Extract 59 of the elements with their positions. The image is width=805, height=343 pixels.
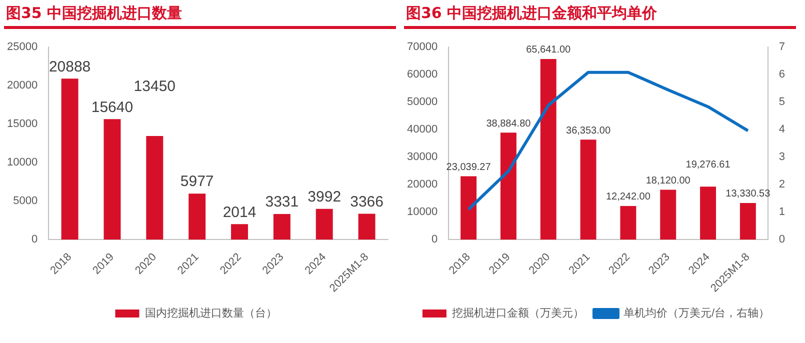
data-label: 20888	[48, 58, 91, 76]
bar	[273, 214, 290, 240]
data-label: 38,884.80	[486, 118, 532, 130]
data-label: 12,242.00	[606, 192, 651, 203]
data-label: 2014	[222, 204, 256, 221]
chart-title: 图35 中国挖掘机进口数量	[4, 2, 396, 29]
y-tick-label: 70000	[406, 41, 438, 54]
y-tick-label: 25000	[6, 41, 38, 54]
bar	[460, 176, 477, 240]
bar	[358, 214, 376, 240]
data-label: 5977	[180, 173, 214, 190]
y2-tick-label: 3	[778, 151, 786, 164]
y-tick-label: 50000	[406, 96, 438, 108]
y2-tick-label: 4	[778, 124, 786, 136]
bar	[316, 208, 333, 240]
bar	[740, 202, 756, 240]
y2-tick-label: 7	[778, 41, 786, 54]
bar	[540, 58, 556, 240]
y-tick-label: 10000	[406, 206, 438, 218]
bar	[700, 186, 716, 240]
data-label: 36,353.00	[566, 125, 611, 136]
y2-tick-label: 2	[778, 178, 786, 191]
y-tick-label: 10000	[6, 156, 38, 169]
bar	[231, 224, 248, 240]
legend-label: 挖掘机进口金额（万美元）	[452, 306, 584, 320]
y-tick-label: 0	[431, 234, 438, 246]
data-label: 19,276.61	[686, 160, 731, 171]
y-tick-label: 20000	[6, 80, 38, 92]
y2-tick-label: 1	[778, 206, 786, 218]
y-tick-label: 30000	[406, 151, 438, 164]
legend-label: 国内挖掘机进口数量（台）	[144, 306, 277, 320]
legend-label: 单机均价（万美元/台，右轴）	[623, 306, 770, 320]
bar	[146, 136, 164, 240]
chart-title: 图36 中国挖掘机进口金额和平均单价	[404, 2, 796, 29]
data-label: 3331	[265, 194, 299, 211]
bar	[580, 140, 596, 240]
data-label: 15640	[91, 98, 134, 116]
y-tick-label: 0	[31, 234, 38, 246]
bar	[620, 206, 636, 240]
y-tick-label: 5000	[13, 195, 38, 208]
y-tick-label: 60000	[406, 68, 438, 81]
data-label: 13450	[134, 78, 176, 95]
y2-tick-label: 5	[778, 96, 786, 108]
bar	[188, 194, 206, 240]
y2-tick-label: 6	[778, 68, 786, 81]
data-label: 3992	[308, 188, 342, 206]
bar	[104, 119, 121, 240]
y-tick-label: 20000	[406, 178, 438, 191]
y-tick-label: 15000	[6, 118, 38, 130]
bar	[500, 132, 516, 240]
bar	[660, 190, 676, 240]
data-label: 13,330.53	[726, 188, 771, 200]
data-label: 23,039.27	[446, 162, 492, 173]
data-label: 3366	[350, 193, 384, 210]
data-label: 18,120.00	[646, 176, 691, 187]
y-tick-label: 40000	[406, 124, 438, 136]
y2-tick-label: 0	[778, 234, 786, 246]
data-label: 65,641.00	[526, 44, 572, 56]
bar	[61, 78, 78, 240]
